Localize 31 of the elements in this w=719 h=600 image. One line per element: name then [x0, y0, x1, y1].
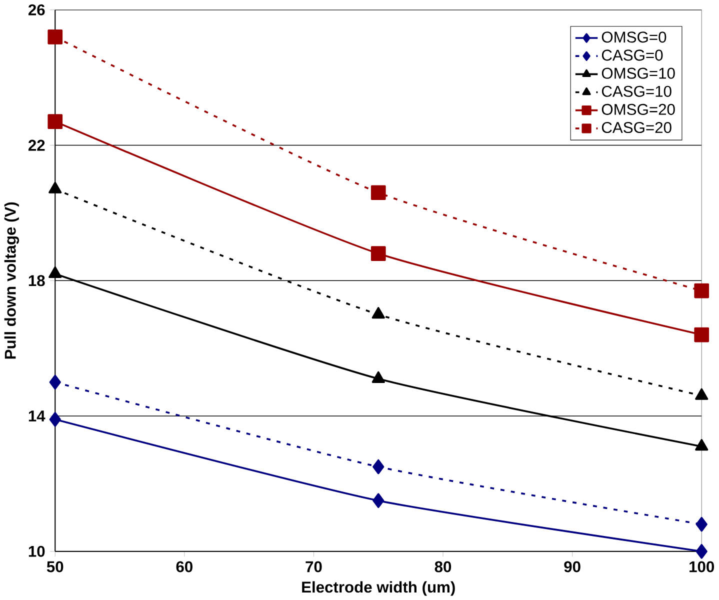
point	[370, 246, 386, 261]
point	[48, 114, 63, 129]
x-tick-label: 80	[434, 561, 452, 572]
y-tick-label: 22	[28, 140, 45, 151]
legend-label: OMSG=20	[602, 104, 675, 115]
point	[694, 283, 710, 298]
point	[696, 544, 708, 559]
y-tick-label: 18	[28, 275, 45, 286]
point	[372, 493, 384, 508]
y-tick-label: 26	[28, 4, 45, 16]
point	[694, 327, 710, 342]
x-tick-label: 50	[46, 561, 64, 572]
legend-label: CASG=10	[602, 86, 672, 97]
y-axis-title: Pull down voltage (V)	[4, 202, 19, 359]
legend-label: OMSG=10	[602, 68, 675, 79]
x-tick-label: 90	[564, 561, 580, 572]
point	[49, 412, 61, 427]
y-tick-label: 14	[28, 410, 46, 422]
legend-label: OMSG=0	[602, 32, 666, 43]
x-tick-label: 100	[690, 561, 714, 572]
y-tick-label: 10	[28, 546, 45, 557]
point	[696, 516, 708, 532]
legend-label: CASG=0	[602, 50, 663, 61]
point	[48, 29, 63, 44]
x-tick-label: 70	[306, 561, 322, 572]
legend-label: CASG=20	[602, 122, 672, 133]
x-axis-title: Electrode width (um)	[302, 581, 455, 596]
x-tick-label: 60	[176, 561, 192, 572]
point	[370, 185, 386, 200]
point	[49, 374, 61, 390]
point	[372, 459, 384, 474]
